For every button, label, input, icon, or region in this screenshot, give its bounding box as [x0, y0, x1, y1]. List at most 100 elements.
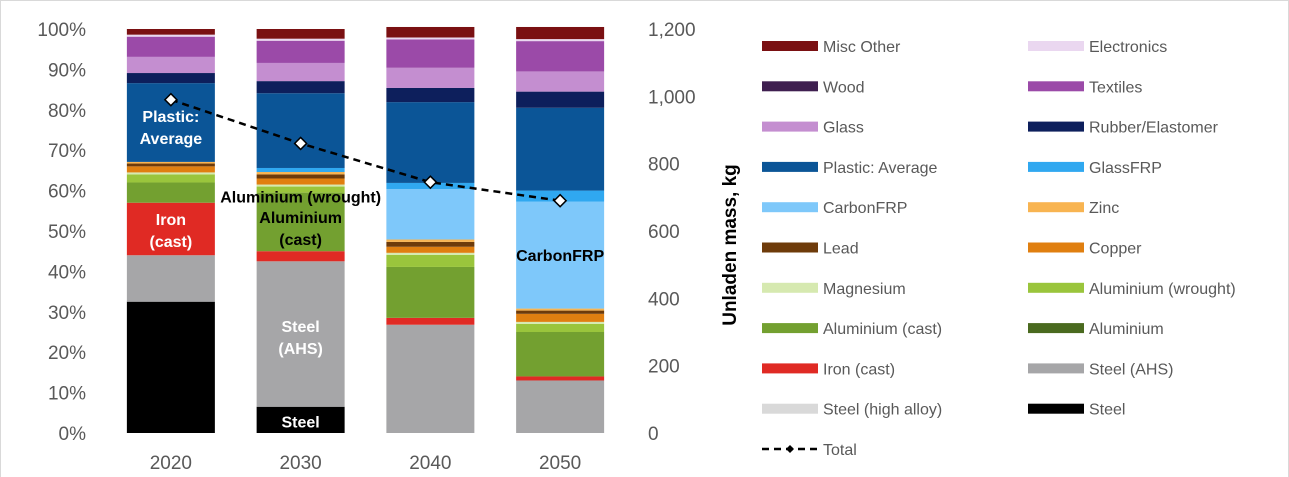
legend-label: Zinc: [1089, 200, 1119, 217]
legend-label: Misc Other: [823, 39, 901, 56]
bar-segment-misc-other: [256, 29, 345, 39]
bar-segment-carbonfrp: [516, 201, 605, 309]
bar-segment-zinc: [256, 172, 345, 175]
legend-swatch: [762, 403, 818, 414]
legend-item-glass: Glass: [762, 120, 864, 137]
right-tick-label: 1,200: [648, 20, 696, 41]
bar-segment-aluminium-cast: [256, 192, 345, 252]
bar-segment-aluminium-cast: [516, 332, 605, 377]
bar-annotation: Steel: [282, 415, 320, 432]
bar-segment-magnesium: [516, 321, 605, 324]
legend-item-textiles: Textiles: [1028, 79, 1142, 96]
bar-segment-electronics: [386, 37, 475, 40]
bar-annotation: Aluminium (wrought): [220, 190, 381, 207]
legend-item-magnesium: Magnesium: [762, 281, 906, 298]
left-tick-label: 70%: [48, 141, 86, 162]
x-tick-label: 2040: [409, 453, 451, 474]
legend-label: Rubber/Elastomer: [1089, 120, 1219, 137]
legend-item-aluminium-wrought: Aluminium (wrought): [1028, 281, 1236, 298]
legend-label: Lead: [823, 241, 859, 258]
bar-segment-aluminium-cast: [126, 182, 215, 203]
bar-annotation: Plastic:: [142, 109, 199, 126]
bar-segment-magnesium: [126, 172, 215, 175]
legend-item-zinc: Zinc: [1028, 200, 1119, 217]
legend-swatch: [1028, 323, 1084, 334]
legend-item-iron-cast: Iron (cast): [762, 361, 895, 378]
legend-swatch: [762, 242, 818, 253]
bar-segment-rubber-elastomer: [256, 81, 345, 94]
bar-segment-steel-ahs: [126, 255, 215, 302]
bar-segment-copper: [386, 246, 475, 253]
right-tick-label: 800: [648, 155, 680, 176]
bar-annotation: (cast): [279, 232, 322, 249]
legend-item-steel-ahs: Steel (AHS): [1028, 361, 1173, 378]
legend-label: Steel (AHS): [1089, 361, 1173, 378]
legend-item-plastic-average: Plastic: Average: [762, 160, 938, 177]
left-tick-label: 0%: [59, 424, 87, 445]
bar-segment-iron-cast: [516, 376, 605, 381]
bar-segment-aluminium-wrought: [126, 174, 215, 183]
total-line-path: [170, 98, 561, 202]
x-tick-label: 2050: [539, 453, 581, 474]
left-tick-label: 50%: [48, 222, 86, 243]
right-axis-title: Unladen mass, kg: [720, 164, 741, 326]
legend: Misc Other Electronics Wood Textiles Glass Ru…: [762, 39, 1236, 459]
bar-segment-misc-other: [516, 26, 605, 40]
bar-segment-copper: [126, 166, 215, 173]
bar-stack-2040: [386, 26, 475, 433]
right-tick-label: 200: [648, 357, 680, 378]
bar-segment-rubber-elastomer: [126, 73, 215, 84]
bar-annotation: Aluminium: [259, 210, 342, 227]
legend-swatch: [762, 363, 818, 374]
bar-segment-aluminium-wrought: [516, 323, 605, 332]
legend-item-carbonfrp: CarbonFRP: [762, 200, 907, 217]
bar-segment-copper: [256, 178, 345, 185]
left-tick-label: 80%: [48, 101, 86, 122]
right-tick-label: 1,000: [648, 87, 696, 108]
bar-annotations: Plastic: Average Iron (cast) Aluminium (wrou…: [140, 109, 605, 432]
legend-item-aluminium-cast: Aluminium (cast): [762, 321, 942, 338]
legend-item-wood: Wood: [762, 79, 865, 96]
legend-swatch: [1028, 121, 1084, 132]
legend-label: GlassFRP: [1089, 160, 1162, 177]
legend-swatch: [1028, 202, 1084, 213]
bar-stack-2030: [256, 29, 345, 433]
right-tick-label: 400: [648, 289, 680, 310]
bar-segment-textiles: [516, 41, 605, 72]
legend-marker: [786, 445, 794, 453]
bar-segment-magnesium: [386, 252, 475, 255]
bar-segment-lead: [126, 163, 215, 167]
legend-swatch: [1028, 363, 1084, 374]
bar-segment-carbonfrp: [386, 188, 475, 240]
bar-annotation: Steel: [282, 319, 320, 336]
legend-item-electronics: Electronics: [1028, 39, 1167, 56]
legend-swatch: [1028, 81, 1084, 92]
bar-segment-rubber-elastomer: [386, 87, 475, 103]
legend-label: Electronics: [1089, 39, 1167, 56]
legend-item-copper: Copper: [1028, 241, 1142, 258]
bar-segment-misc-other: [386, 26, 475, 38]
bar-segment-rubber-elastomer: [516, 91, 605, 108]
bar-segment-textiles: [256, 40, 345, 63]
left-tick-label: 10%: [48, 384, 86, 405]
legend-label: CarbonFRP: [823, 200, 907, 217]
legend-label: Copper: [1089, 241, 1142, 258]
bar-segment-glass: [516, 71, 605, 92]
legend-item-total: Total: [762, 442, 857, 459]
bar-segment-glass: [386, 67, 475, 88]
bar-segment-glass: [126, 56, 215, 74]
bar-segment-zinc: [516, 308, 605, 311]
x-tick-label: 2030: [279, 453, 321, 474]
bar-segment-zinc: [126, 161, 215, 164]
legend-swatch: [762, 121, 818, 132]
left-tick-label: 60%: [48, 182, 86, 203]
bar-segment-aluminium-wrought: [256, 186, 345, 193]
legend-swatch: [1028, 403, 1084, 414]
bar-segment-glassfrp: [256, 167, 345, 173]
legend-swatch: [762, 161, 818, 172]
left-tick-label: 90%: [48, 60, 86, 81]
bar-segment-steel-ahs: [256, 261, 345, 407]
bar-annotation: (cast): [150, 234, 193, 251]
bar-segment-iron-cast: [256, 251, 345, 262]
